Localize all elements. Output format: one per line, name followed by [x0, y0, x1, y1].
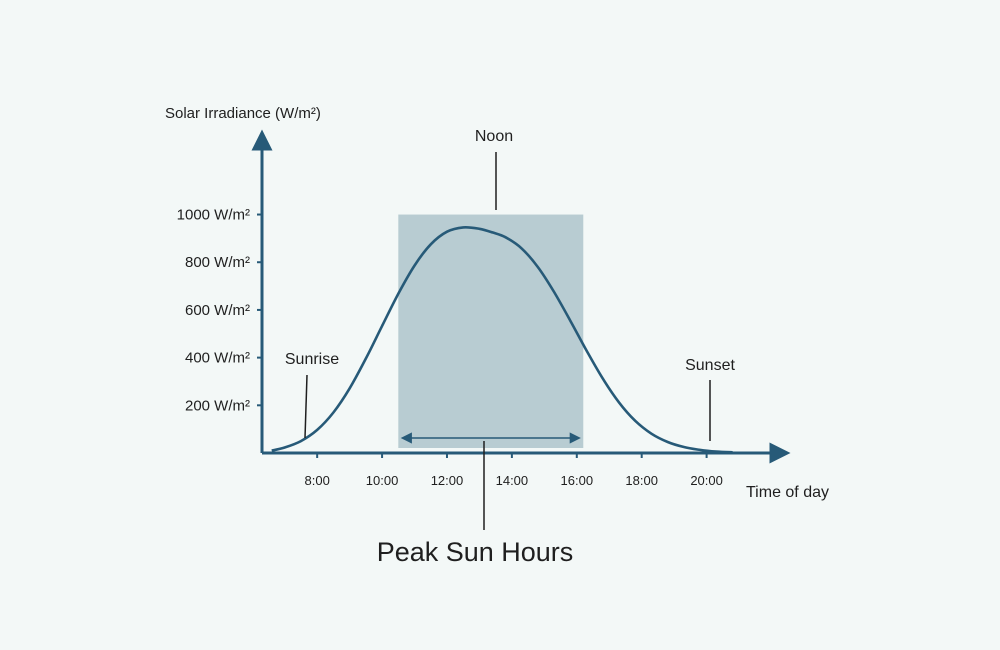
- peak-sun-hours-band: [398, 214, 584, 448]
- irradiance-curve: [271, 225, 733, 454]
- annotation-leader: [304, 374, 308, 439]
- x-tick-label: 10:00: [366, 473, 399, 488]
- y-tick-label: 800 W/m²: [185, 254, 250, 271]
- x-tick-label: 20:00: [690, 473, 723, 488]
- x-tick-label: 16:00: [561, 473, 594, 488]
- annotation-sunset-label: Sunset: [685, 357, 735, 374]
- annotation-group: Noon Sunrise Sunset: [285, 128, 735, 441]
- x-tick-label: 18:00: [625, 473, 658, 488]
- x-tick-label: 14:00: [496, 473, 529, 488]
- x-tick-label: 12:00: [431, 473, 464, 488]
- annotation-noon-label: Noon: [475, 128, 513, 145]
- x-tick-group: 8:00 10:00 12:00 14:00 16:00 18:00 20:00: [305, 453, 723, 488]
- y-axis-label: Solar Irradiance (W/m²): [165, 105, 321, 122]
- x-tick-label: 8:00: [305, 473, 330, 488]
- x-axis-label: Time of day: [746, 484, 829, 501]
- y-tick-label: 200 W/m²: [185, 397, 250, 414]
- annotation-sunrise-label: Sunrise: [285, 351, 339, 368]
- y-tick-label: 400 W/m²: [185, 350, 250, 367]
- peak-sun-hours-label: Peak Sun Hours: [377, 537, 574, 567]
- y-tick-label: 1000 W/m²: [177, 207, 250, 224]
- y-tick-group: 200 W/m² 400 W/m² 600 W/m² 800 W/m² 1000 W/m…: [177, 207, 262, 414]
- y-tick-label: 600 W/m²: [185, 302, 250, 319]
